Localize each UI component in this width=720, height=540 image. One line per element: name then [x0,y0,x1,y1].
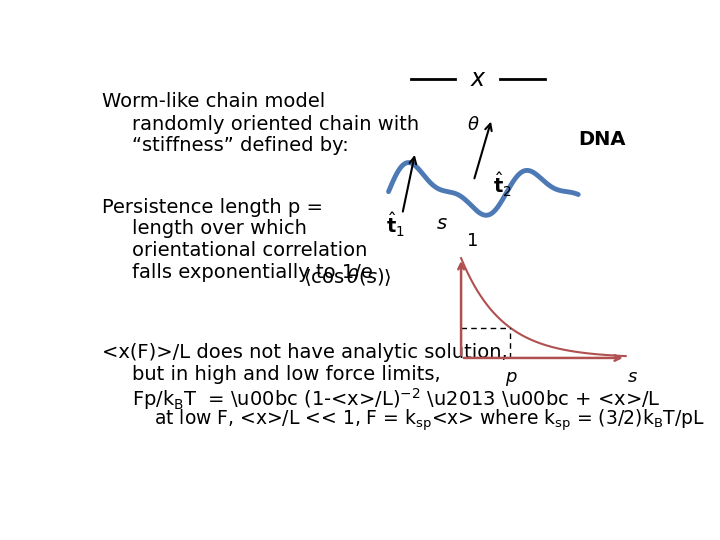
Text: $\hat{\mathbf{t}}_1$: $\hat{\mathbf{t}}_1$ [386,210,405,239]
Text: randomly oriented chain with: randomly oriented chain with [132,114,419,134]
Text: length over which: length over which [132,219,307,239]
Text: Fp/k$_\mathregular{B}$T  = \u00bc (1-<x>/L)$^{-2}$ \u2013 \u00bc + <x>/L: Fp/k$_\mathregular{B}$T = \u00bc (1-<x>/… [132,386,660,411]
Text: DNA: DNA [578,130,626,149]
Text: Worm-like chain model: Worm-like chain model [102,92,325,111]
Text: s: s [436,214,446,233]
Text: $\hat{\mathbf{t}}_2$: $\hat{\mathbf{t}}_2$ [493,171,512,199]
Text: <x(F)>/L does not have analytic solution,: <x(F)>/L does not have analytic solution… [102,343,508,362]
Text: s: s [628,368,637,386]
Text: “stiffness” defined by:: “stiffness” defined by: [132,136,348,156]
Text: 1: 1 [467,232,478,250]
Text: $\langle\cos\theta(s)\rangle$: $\langle\cos\theta(s)\rangle$ [302,266,392,288]
Text: $\theta$: $\theta$ [467,116,480,134]
Text: falls exponentially to 1/e: falls exponentially to 1/e [132,263,373,282]
Text: Persistence length p =: Persistence length p = [102,198,323,217]
Text: p: p [505,368,516,386]
Text: but in high and low force limits,: but in high and low force limits, [132,365,441,384]
Text: at low F, <x>/L << 1, F = k$_\mathregular{sp}$<x> where k$_\mathregular{sp}$ = (: at low F, <x>/L << 1, F = k$_\mathregula… [154,407,705,433]
Text: x: x [471,68,485,91]
Text: orientational correlation: orientational correlation [132,241,367,260]
